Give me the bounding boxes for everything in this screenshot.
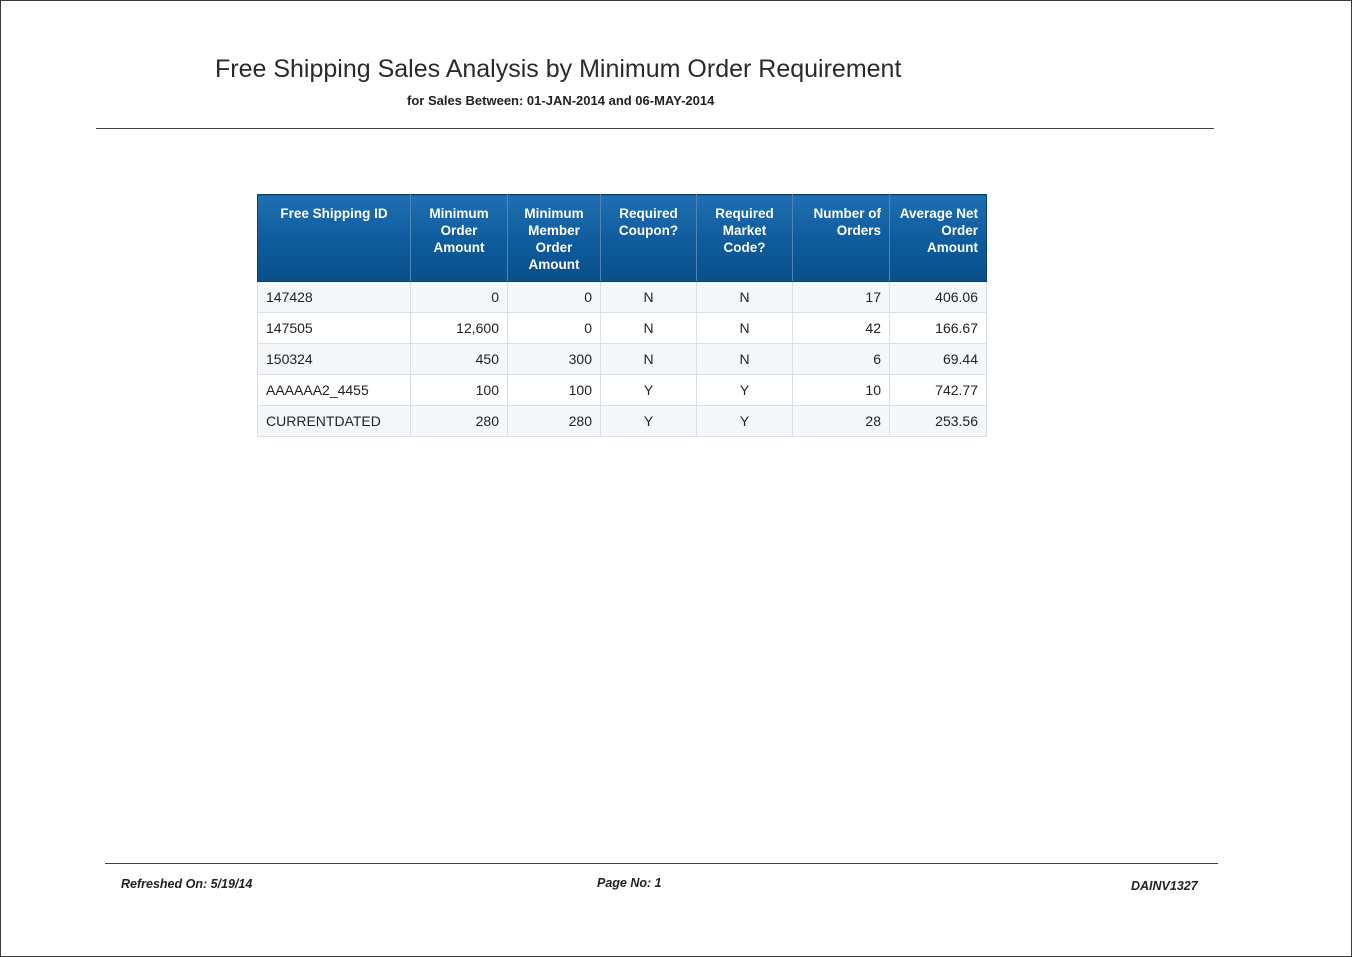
cell-average-net-order-amount: 406.06 [889,281,987,313]
footer-page-number: Page No: 1 [597,876,662,890]
cell-minimum-member-order-amount: 300 [507,343,601,375]
cell-average-net-order-amount: 742.77 [889,374,987,406]
cell-average-net-order-amount: 253.56 [889,405,987,437]
cell-number-of-orders: 10 [792,374,890,406]
cell-required-coupon: Y [600,374,697,406]
footer-report-code: DAINV1327 [1131,879,1198,893]
cell-average-net-order-amount: 69.44 [889,343,987,375]
report-subtitle: for Sales Between: 01-JAN-2014 and 06-MA… [407,93,715,108]
cell-required-coupon: N [600,343,697,375]
table-row: 150324 450 300 N N 6 69.44 [257,343,987,375]
cell-number-of-orders: 42 [792,312,890,344]
column-header-free-shipping-id[interactable]: Free Shipping ID [257,194,411,282]
cell-required-market-code: N [696,312,793,344]
cell-minimum-order-amount: 0 [410,281,508,313]
cell-average-net-order-amount: 166.67 [889,312,987,344]
cell-required-market-code: Y [696,405,793,437]
column-header-required-coupon[interactable]: Required Coupon? [600,194,697,282]
cell-required-market-code: N [696,343,793,375]
cell-free-shipping-id: 150324 [257,343,411,375]
report-table: Free Shipping ID Minimum Order Amount Mi… [257,194,987,437]
cell-minimum-order-amount: 100 [410,374,508,406]
cell-free-shipping-id: AAAAAA2_4455 [257,374,411,406]
cell-number-of-orders: 6 [792,343,890,375]
cell-minimum-order-amount: 280 [410,405,508,437]
cell-required-market-code: N [696,281,793,313]
column-header-average-net-order-amount[interactable]: Average Net Order Amount [889,194,987,282]
cell-free-shipping-id: 147505 [257,312,411,344]
column-header-minimum-order-amount[interactable]: Minimum Order Amount [410,194,508,282]
cell-number-of-orders: 17 [792,281,890,313]
cell-minimum-member-order-amount: 0 [507,312,601,344]
cell-minimum-member-order-amount: 100 [507,374,601,406]
table-row: AAAAAA2_4455 100 100 Y Y 10 742.77 [257,374,987,406]
header-divider [96,128,1214,129]
cell-required-coupon: Y [600,405,697,437]
column-header-number-of-orders[interactable]: Number of Orders [792,194,890,282]
table-row: 147428 0 0 N N 17 406.06 [257,281,987,313]
cell-minimum-member-order-amount: 280 [507,405,601,437]
cell-required-coupon: N [600,312,697,344]
column-header-minimum-member-order-amount[interactable]: Minimum Member Order Amount [507,194,601,282]
cell-minimum-order-amount: 12,600 [410,312,508,344]
cell-required-market-code: Y [696,374,793,406]
cell-minimum-order-amount: 450 [410,343,508,375]
cell-free-shipping-id: 147428 [257,281,411,313]
footer-divider [105,863,1218,864]
table-row: 147505 12,600 0 N N 42 166.67 [257,312,987,344]
report-title: Free Shipping Sales Analysis by Minimum … [215,55,902,83]
table-row: CURRENTDATED 280 280 Y Y 28 253.56 [257,405,987,437]
table-header-row: Free Shipping ID Minimum Order Amount Mi… [257,194,987,282]
cell-minimum-member-order-amount: 0 [507,281,601,313]
footer-refreshed-date: Refreshed On: 5/19/14 [121,877,253,891]
cell-number-of-orders: 28 [792,405,890,437]
column-header-required-market-code[interactable]: Required Market Code? [696,194,793,282]
cell-required-coupon: N [600,281,697,313]
cell-free-shipping-id: CURRENTDATED [257,405,411,437]
